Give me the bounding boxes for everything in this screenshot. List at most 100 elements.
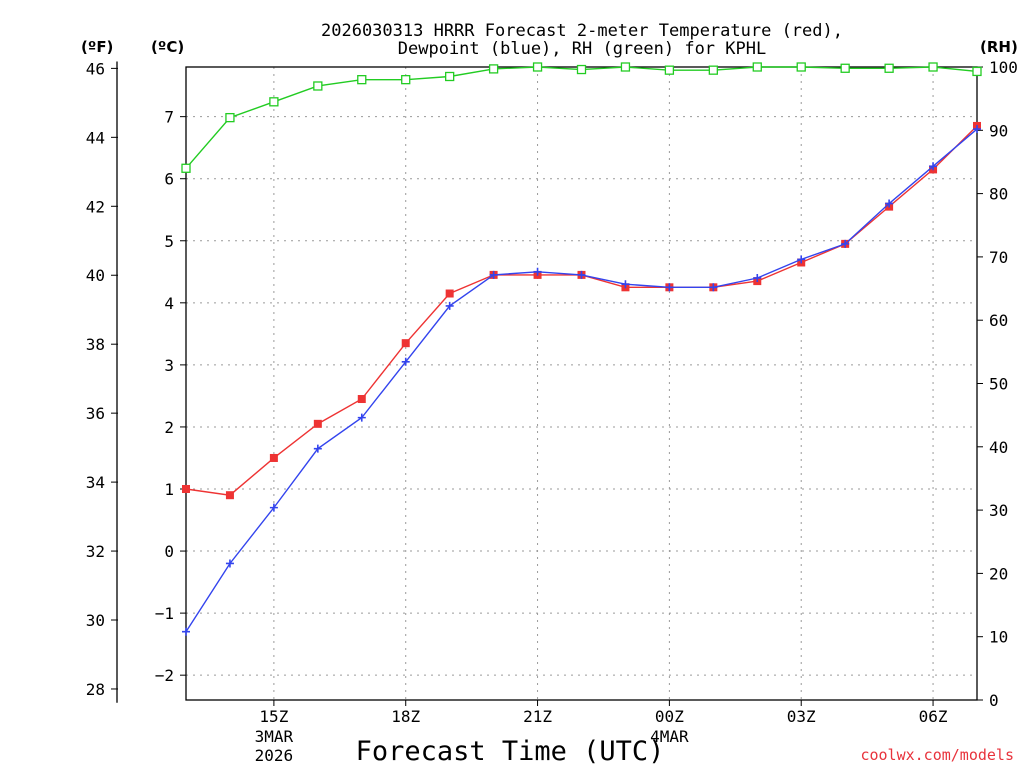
relative-humidity-point — [884, 63, 894, 73]
unit-label-celsius: (ºC) — [151, 38, 184, 56]
x-tick-label: 21Z — [523, 707, 552, 726]
y-tick-label-rh: 40 — [989, 438, 1008, 457]
relative-humidity-point — [928, 62, 938, 72]
dewpoint-point — [665, 283, 674, 292]
ticks-layer: 28303234363840424446−2−10123456701020304… — [86, 58, 1018, 765]
relative-humidity-point — [401, 75, 411, 85]
dewpoint-point — [797, 255, 806, 264]
temperature-point — [401, 339, 410, 348]
y-tick-label-rh: 90 — [989, 121, 1008, 140]
dewpoint-point — [577, 270, 586, 279]
dewpoint-point — [973, 125, 981, 134]
y-tick-label-c: 5 — [164, 232, 174, 251]
relative-humidity-point — [708, 65, 718, 75]
temperature-point — [357, 395, 366, 404]
y-tick-label-f: 30 — [86, 611, 105, 630]
y-tick-label-f: 36 — [86, 404, 105, 423]
relative-humidity-point — [269, 97, 279, 107]
y-tick-label-c: 3 — [164, 356, 174, 375]
dewpoint-line — [185, 128, 978, 633]
relative-humidity-point — [357, 75, 367, 85]
dewpoint-point — [445, 301, 454, 310]
dewpoint-point — [753, 274, 762, 282]
unit-label-fahrenheit: (ºF) — [81, 38, 113, 56]
relative-humidity-point — [445, 71, 455, 82]
y-tick-label-c: −2 — [155, 666, 174, 685]
x-tick-sublabel-date: 3MAR — [255, 727, 294, 746]
x-tick-label: 06Z — [919, 707, 948, 726]
y-tick-label-f: 46 — [86, 59, 105, 78]
temperature-point — [225, 491, 234, 500]
relative-humidity-point — [752, 62, 762, 72]
dewpoint-point — [929, 162, 938, 171]
y-tick-label-rh: 100 — [989, 58, 1018, 77]
dewpoint-point — [621, 280, 630, 289]
x-tick-sublabel-year: 2026 — [255, 746, 294, 765]
y-tick-label-f: 34 — [86, 473, 105, 492]
dewpoint-point — [357, 413, 366, 422]
relative-humidity-line — [185, 66, 978, 169]
y-tick-label-c: 4 — [164, 294, 174, 313]
y-tick-label-rh: 70 — [989, 248, 1008, 267]
y-tick-label-f: 28 — [86, 680, 105, 699]
relative-humidity-point — [532, 62, 543, 72]
x-tick-label: 15Z — [259, 707, 288, 726]
y-tick-label-rh: 20 — [989, 564, 1008, 583]
dewpoint-point — [269, 503, 278, 512]
temperature-point — [269, 453, 278, 462]
x-axis-label: Forecast Time (UTC) — [356, 736, 665, 767]
axes-layer — [116, 61, 978, 703]
y-tick-label-f: 44 — [86, 128, 105, 147]
y-tick-label-rh: 10 — [989, 628, 1008, 647]
dewpoint-point — [225, 559, 234, 568]
relative-humidity-point — [796, 62, 806, 72]
grid-layer — [186, 67, 977, 700]
plot-frame — [185, 66, 978, 701]
y-tick-label-rh: 60 — [989, 311, 1008, 330]
unit-label-rh: (RH) — [980, 38, 1018, 56]
relative-humidity-point — [664, 65, 675, 75]
y-tick-label-f: 38 — [86, 335, 105, 354]
y-tick-label-rh: 0 — [989, 691, 999, 710]
relative-humidity-point — [972, 66, 982, 77]
relative-humidity-point — [181, 163, 191, 173]
relative-humidity-point — [225, 112, 235, 123]
chart-title-line1: 2026030313 HRRR Forecast 2-meter Tempera… — [321, 21, 843, 41]
x-tick-sublabel-date: 4MAR — [650, 727, 689, 746]
dewpoint-point — [709, 283, 718, 292]
y-tick-label-c: 0 — [164, 542, 174, 561]
temperature-line — [185, 125, 978, 496]
dewpoint-point — [489, 270, 498, 279]
temperature-point — [445, 289, 454, 298]
relative-humidity-point — [840, 63, 850, 73]
y-tick-label-c: −1 — [155, 604, 174, 623]
y-tick-label-c: 2 — [164, 418, 174, 437]
credit-text: coolwx.com/models — [860, 746, 1014, 764]
series-layer — [181, 62, 982, 636]
temperature-point — [313, 419, 322, 428]
dewpoint-point — [533, 267, 542, 276]
y-tick-label-c: 6 — [164, 170, 174, 189]
y-tick-label-rh: 50 — [989, 375, 1008, 394]
x-tick-label: 03Z — [787, 707, 816, 726]
dewpoint-point — [841, 239, 850, 248]
x-tick-label: 00Z — [655, 707, 684, 726]
relative-humidity-point — [620, 62, 631, 72]
dewpoint-point — [401, 357, 410, 366]
y-tick-label-c: 7 — [164, 108, 174, 127]
relative-humidity-point — [488, 64, 499, 74]
chart-title-line2: Dewpoint (blue), RH (green) for KPHL — [398, 39, 766, 59]
y-tick-label-rh: 30 — [989, 501, 1008, 520]
x-tick-label: 18Z — [391, 707, 420, 726]
relative-humidity-point — [576, 64, 587, 75]
dewpoint-point — [885, 199, 894, 208]
y-tick-label-f: 42 — [86, 197, 105, 216]
temperature-point — [182, 485, 190, 493]
relative-humidity-point — [313, 81, 323, 91]
y-tick-label-f: 40 — [86, 266, 105, 285]
y-tick-label-f: 32 — [86, 542, 105, 561]
dewpoint-point — [313, 444, 322, 453]
dewpoint-point — [182, 627, 190, 636]
y-tick-label-c: 1 — [164, 480, 174, 499]
y-tick-label-rh: 80 — [989, 185, 1008, 204]
